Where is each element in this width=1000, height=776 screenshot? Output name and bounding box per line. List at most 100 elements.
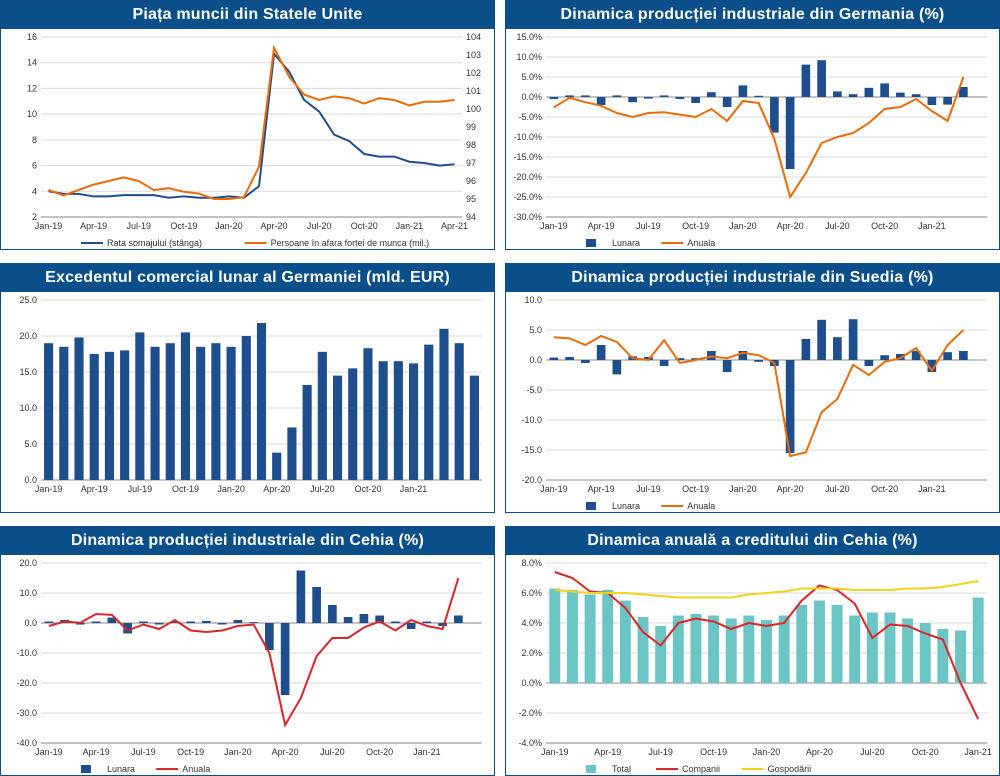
svg-text:Persoane în afara fortei de mu: Persoane în afara fortei de munca (mil.): [271, 238, 430, 248]
svg-text:0.0%: 0.0%: [521, 92, 542, 102]
svg-text:Gospodării: Gospodării: [768, 764, 812, 774]
svg-text:-25.0%: -25.0%: [513, 192, 542, 202]
svg-text:Anuala: Anuala: [182, 764, 210, 774]
panel-3: Excedentul comercial lunar al Germaniei …: [0, 263, 495, 513]
svg-text:Apr-20: Apr-20: [261, 221, 288, 231]
svg-text:6: 6: [32, 161, 37, 171]
svg-text:97: 97: [466, 158, 476, 168]
svg-text:Apr-20: Apr-20: [806, 747, 833, 757]
svg-text:Jan-21: Jan-21: [918, 221, 946, 231]
svg-text:10.0: 10.0: [524, 295, 542, 305]
svg-text:0.0%: 0.0%: [521, 678, 542, 688]
svg-text:Jul-20: Jul-20: [307, 221, 332, 231]
svg-text:8.0%: 8.0%: [521, 558, 542, 568]
svg-text:Total: Total: [612, 764, 631, 774]
panel-3-title: Excedentul comercial lunar al Germaniei …: [1, 264, 494, 292]
svg-text:Jul-19: Jul-19: [636, 484, 661, 494]
svg-text:Apr-19: Apr-19: [588, 484, 615, 494]
svg-text:-20.0: -20.0: [16, 678, 37, 688]
svg-text:Jul-19: Jul-19: [636, 221, 661, 231]
svg-text:Jul-20: Jul-20: [825, 484, 850, 494]
svg-text:Lunara: Lunara: [612, 238, 640, 248]
panel-4-plot: -20.0-15.0-10.0-5.00.05.010.0Jan-19Apr-1…: [506, 292, 999, 512]
panel-2-title: Dinamica producției industriale din Germ…: [506, 1, 999, 29]
panel-1-plot: 246810121416949596979899100101102103104J…: [1, 29, 494, 249]
svg-text:Jan-21: Jan-21: [964, 747, 992, 757]
svg-text:4: 4: [32, 186, 37, 196]
svg-text:4.0%: 4.0%: [521, 618, 542, 628]
svg-text:Jul-20: Jul-20: [860, 747, 885, 757]
svg-text:Jan-19: Jan-19: [35, 747, 63, 757]
svg-text:10.0%: 10.0%: [516, 52, 542, 62]
svg-text:Jul-19: Jul-19: [131, 747, 156, 757]
svg-text:Oct-20: Oct-20: [354, 484, 381, 494]
svg-text:Oct-20: Oct-20: [871, 484, 898, 494]
svg-text:-20.0: -20.0: [521, 475, 542, 485]
svg-text:Jan-21: Jan-21: [396, 221, 424, 231]
svg-text:-4.0%: -4.0%: [518, 738, 542, 748]
svg-text:25.0: 25.0: [19, 295, 37, 305]
svg-text:Jan-21: Jan-21: [918, 484, 946, 494]
svg-text:2.0%: 2.0%: [521, 648, 542, 658]
svg-text:Apr-20: Apr-20: [272, 747, 299, 757]
svg-text:Jan-19: Jan-19: [35, 221, 63, 231]
svg-text:Jul-20: Jul-20: [320, 747, 345, 757]
panel-4-title: Dinamica producției industriale din Sued…: [506, 264, 999, 292]
svg-text:Oct-19: Oct-19: [700, 747, 727, 757]
svg-text:Jul-20: Jul-20: [825, 221, 850, 231]
svg-text:103: 103: [466, 50, 481, 60]
svg-text:Anuala: Anuala: [687, 501, 715, 511]
svg-text:Oct-19: Oct-19: [172, 484, 199, 494]
svg-text:5.0: 5.0: [24, 439, 37, 449]
svg-text:Oct-19: Oct-19: [177, 747, 204, 757]
svg-text:98: 98: [466, 140, 476, 150]
svg-text:Jul-19: Jul-19: [648, 747, 673, 757]
svg-text:Apr-19: Apr-19: [81, 484, 108, 494]
svg-text:Jul-20: Jul-20: [310, 484, 335, 494]
svg-text:-30.0%: -30.0%: [513, 212, 542, 222]
svg-text:20.0: 20.0: [19, 558, 37, 568]
svg-text:Jan-20: Jan-20: [217, 484, 245, 494]
svg-text:Jan-19: Jan-19: [541, 747, 569, 757]
svg-text:Jan-19: Jan-19: [540, 484, 568, 494]
svg-text:10: 10: [27, 109, 37, 119]
svg-text:15.0: 15.0: [19, 367, 37, 377]
svg-text:-2.0%: -2.0%: [518, 708, 542, 718]
panel-5-plot: -40.0-30.0-20.0-10.00.010.020.0Jan-19Apr…: [1, 555, 494, 775]
svg-text:0.0: 0.0: [24, 618, 37, 628]
svg-text:Apr-21: Apr-21: [441, 221, 468, 231]
svg-text:Jan-20: Jan-20: [753, 747, 781, 757]
svg-text:-40.0: -40.0: [16, 738, 37, 748]
svg-text:10.0: 10.0: [19, 403, 37, 413]
svg-text:Oct-20: Oct-20: [912, 747, 939, 757]
panel-5-title: Dinamica producției industriale din Cehi…: [1, 527, 494, 555]
svg-text:Apr-20: Apr-20: [263, 484, 290, 494]
svg-text:Apr-19: Apr-19: [80, 221, 107, 231]
svg-text:15.0%: 15.0%: [516, 32, 542, 42]
svg-text:5.0%: 5.0%: [521, 72, 542, 82]
svg-text:Jan-21: Jan-21: [400, 484, 428, 494]
svg-text:Oct-20: Oct-20: [351, 221, 378, 231]
svg-text:Apr-20: Apr-20: [777, 484, 804, 494]
panel-6-plot: -4.0%-2.0%0.0%2.0%4.0%6.0%8.0%Jan-19Apr-…: [506, 555, 999, 775]
svg-text:Companii: Companii: [682, 764, 720, 774]
panel-4: Dinamica producției industriale din Sued…: [505, 263, 1000, 513]
panel-5: Dinamica producției industriale din Cehi…: [0, 526, 495, 776]
svg-text:Oct-20: Oct-20: [871, 221, 898, 231]
panel-1-title: Piața muncii din Statele Unite: [1, 1, 494, 29]
svg-text:Anuala: Anuala: [687, 238, 715, 248]
panel-6: Dinamica anuală a creditului din Cehia (…: [505, 526, 1000, 776]
svg-text:12: 12: [27, 83, 37, 93]
dashboard-grid: Piața muncii din Statele Unite 246810121…: [0, 0, 1000, 776]
svg-text:Jan-20: Jan-20: [224, 747, 252, 757]
svg-text:-30.0: -30.0: [16, 708, 37, 718]
svg-text:5.0: 5.0: [529, 325, 542, 335]
svg-text:-5.0%: -5.0%: [518, 112, 542, 122]
svg-text:Apr-19: Apr-19: [83, 747, 110, 757]
svg-text:14: 14: [27, 58, 37, 68]
svg-text:96: 96: [466, 176, 476, 186]
svg-text:Apr-19: Apr-19: [588, 221, 615, 231]
panel-6-title: Dinamica anuală a creditului din Cehia (…: [506, 527, 999, 555]
svg-text:Oct-20: Oct-20: [366, 747, 393, 757]
svg-text:-20.0%: -20.0%: [513, 172, 542, 182]
